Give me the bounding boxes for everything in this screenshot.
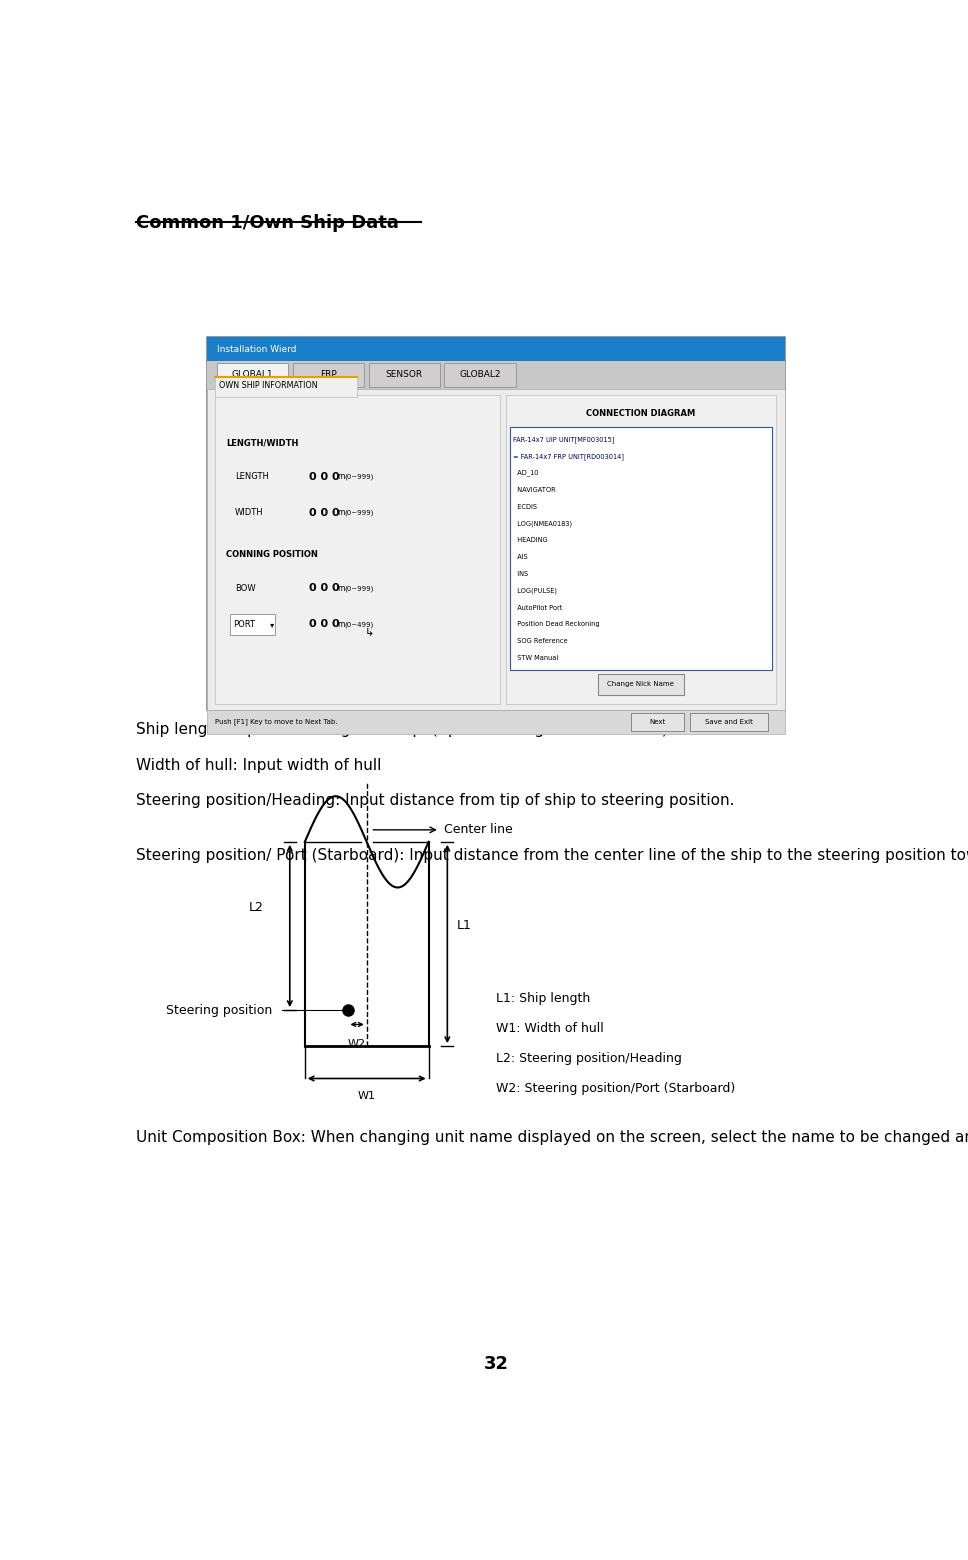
- Bar: [292, 362, 364, 387]
- Text: HEADING: HEADING: [513, 537, 548, 543]
- Bar: [217, 362, 288, 387]
- Text: NAVIGATOR: NAVIGATOR: [513, 487, 556, 493]
- Text: FAR-14x7 UIP UNIT[MF003015]: FAR-14x7 UIP UNIT[MF003015]: [513, 437, 615, 443]
- Bar: [207, 362, 785, 388]
- Text: OWN SHIP INFORMATION: OWN SHIP INFORMATION: [219, 381, 318, 390]
- Text: 32: 32: [484, 1356, 508, 1373]
- Text: SENSOR: SENSOR: [385, 370, 423, 379]
- Text: LENGTH/WIDTH: LENGTH/WIDTH: [227, 438, 298, 448]
- Text: GLOBAL1: GLOBAL1: [232, 370, 274, 379]
- Text: Unit Composition Box: When changing unit name displayed on the screen, select th: Unit Composition Box: When changing unit…: [136, 1129, 968, 1145]
- Text: Installation Wierd: Installation Wierd: [217, 345, 296, 354]
- Text: ↳: ↳: [365, 629, 375, 638]
- Text: LOG(PULSE): LOG(PULSE): [513, 588, 558, 594]
- Text: AutoPilot Port: AutoPilot Port: [513, 605, 562, 610]
- Text: W2: Steering position/Port (Starboard): W2: Steering position/Port (Starboard): [497, 1083, 736, 1095]
- Text: STW Manual: STW Manual: [513, 655, 559, 661]
- Text: 0 0 0: 0 0 0: [309, 507, 339, 518]
- Bar: [689, 713, 769, 732]
- Text: WIDTH: WIDTH: [235, 509, 263, 518]
- Text: m: m: [337, 473, 345, 480]
- Text: 0 0 0: 0 0 0: [309, 619, 339, 629]
- Text: Common 1/Own Ship Data: Common 1/Own Ship Data: [136, 214, 399, 231]
- Text: W2: W2: [348, 1039, 366, 1048]
- Text: W1: W1: [358, 1090, 376, 1100]
- Bar: [207, 388, 785, 710]
- Text: Ship length: Input total length of ship. (tip of heading to end of stern): Ship length: Input total length of ship.…: [136, 722, 668, 736]
- Text: 0 0 0: 0 0 0: [309, 471, 339, 482]
- Text: L1: Ship length: L1: Ship length: [497, 992, 590, 1005]
- Text: m: m: [337, 509, 345, 518]
- Bar: [631, 713, 683, 732]
- Text: Change Nick Name: Change Nick Name: [608, 682, 675, 688]
- Text: AIS: AIS: [513, 554, 529, 560]
- Text: CONNECTION DIAGRAM: CONNECTION DIAGRAM: [587, 409, 696, 418]
- Text: BOW: BOW: [235, 583, 256, 593]
- Text: L1: L1: [457, 919, 472, 933]
- Bar: [229, 613, 275, 635]
- Text: PORT: PORT: [233, 619, 256, 629]
- Text: ▾: ▾: [269, 619, 274, 629]
- Text: (0~999): (0~999): [345, 510, 374, 516]
- Bar: [207, 710, 785, 733]
- Text: (0~999): (0~999): [345, 585, 374, 591]
- Text: FRP: FRP: [320, 370, 337, 379]
- Text: Push [F1] Key to move to Next Tab.: Push [F1] Key to move to Next Tab.: [215, 718, 337, 725]
- Bar: [598, 674, 684, 696]
- Text: m: m: [337, 583, 345, 593]
- Text: W1: Width of hull: W1: Width of hull: [497, 1022, 604, 1034]
- Bar: [215, 395, 499, 704]
- Text: Width of hull: Input width of hull: Width of hull: Input width of hull: [136, 758, 381, 772]
- Text: (0~999): (0~999): [345, 473, 374, 480]
- Text: Steering position/Heading: Input distance from tip of ship to steering position.: Steering position/Heading: Input distanc…: [136, 792, 735, 808]
- Text: Steering position/ Port (Starboard): Input distance from the center line of the : Steering position/ Port (Starboard): Inp…: [136, 847, 968, 863]
- Text: = FAR-14x7 FRP UNIT[RD003014]: = FAR-14x7 FRP UNIT[RD003014]: [513, 452, 624, 460]
- Text: m: m: [337, 619, 345, 629]
- Text: ECDIS: ECDIS: [513, 504, 537, 510]
- Text: LENGTH: LENGTH: [235, 473, 269, 480]
- Text: LOG(NMEA0183): LOG(NMEA0183): [513, 521, 572, 527]
- Text: GLOBAL2: GLOBAL2: [459, 370, 500, 379]
- Bar: [509, 427, 772, 671]
- Bar: [369, 362, 439, 387]
- Text: Center line: Center line: [443, 824, 512, 836]
- Text: L2: L2: [249, 902, 263, 914]
- Text: SOG Reference: SOG Reference: [513, 638, 568, 644]
- Bar: [444, 362, 516, 387]
- Bar: [207, 337, 785, 710]
- Text: Next: Next: [650, 719, 666, 725]
- Text: AD_10: AD_10: [513, 470, 539, 476]
- Bar: [215, 376, 357, 398]
- Text: Save and Exit: Save and Exit: [705, 719, 753, 725]
- Text: Position Dead Reckoning: Position Dead Reckoning: [513, 621, 600, 627]
- Bar: [506, 395, 776, 704]
- Text: INS: INS: [513, 571, 529, 577]
- Text: CONNING POSITION: CONNING POSITION: [227, 551, 318, 560]
- Text: (0~499): (0~499): [345, 621, 374, 627]
- Text: L2: Steering position/Heading: L2: Steering position/Heading: [497, 1051, 682, 1065]
- Text: Steering position: Steering position: [166, 1003, 272, 1017]
- Text: 0 0 0: 0 0 0: [309, 583, 339, 593]
- Bar: [207, 337, 785, 362]
